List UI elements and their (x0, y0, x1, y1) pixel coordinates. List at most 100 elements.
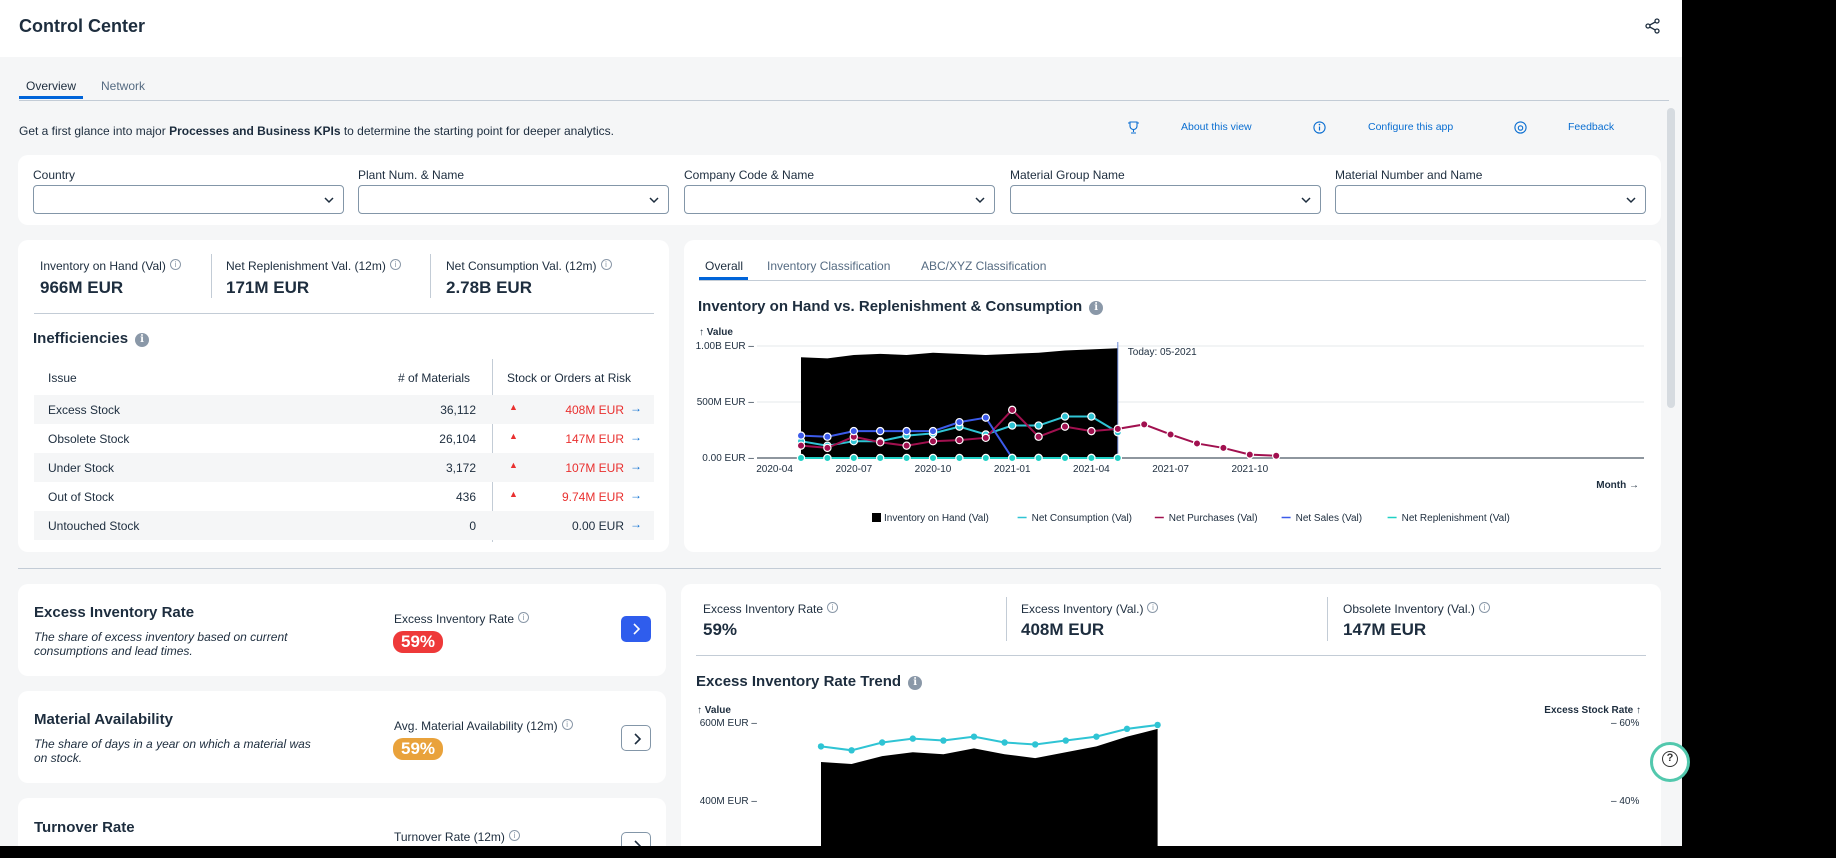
info-icon[interactable]: i (135, 333, 150, 347)
info-icon[interactable]: i (508, 830, 520, 841)
table-row[interactable]: Excess Stock 36,112 ▲ 408M EUR → (34, 395, 654, 424)
material-availability-nav-button[interactable] (621, 725, 651, 751)
arrow-right-icon[interactable]: → (630, 517, 642, 531)
info-icon[interactable]: i (827, 602, 839, 613)
kpi-label-text: Inventory on Hand (Val) (40, 259, 166, 273)
series-point (875, 453, 885, 463)
issue-cell: Untouched Stock (48, 519, 140, 533)
divider (1327, 597, 1328, 641)
alert-icon: ▲ (509, 460, 518, 470)
kpi-label: Net Replenishment Val. (12m) i (226, 259, 401, 273)
chevron-right-icon (634, 840, 642, 846)
kpi-label-text: Net Replenishment Val. (12m) (226, 259, 386, 273)
series-point (1154, 721, 1161, 729)
count-cell: 0 (469, 519, 476, 533)
y-tick-label: 500M EUR – (697, 397, 755, 408)
series-point (1008, 421, 1017, 430)
info-icon[interactable]: i (1478, 602, 1490, 613)
alert-icon: ▲ (509, 489, 518, 499)
x-tick-label: 2021-04 (1073, 464, 1110, 475)
count-cell: 36,112 (440, 403, 476, 417)
series-point (955, 417, 964, 427)
kpi-label: Obsolete Inventory (Val.) i (1343, 602, 1490, 616)
info-icon[interactable]: i (518, 612, 530, 623)
legend-label: Net Replenishment (Val) (1402, 513, 1510, 524)
series-point (1060, 422, 1070, 431)
table-row[interactable]: Untouched Stock 0 0.00 EUR → (34, 511, 654, 540)
y-tick-label: 400M EUR – (700, 796, 758, 807)
series-point (1034, 453, 1043, 463)
help-button[interactable]: ? (1650, 742, 1690, 782)
series-point (849, 426, 858, 436)
chevron-down-icon (649, 197, 659, 204)
about-link[interactable]: About this view (1181, 121, 1252, 133)
table-row[interactable]: Out of Stock 436 ▲ 9.74M EUR → (34, 482, 654, 511)
kpi-card-metric-label: Excess Inventory Rate i (394, 612, 530, 626)
series-point (1093, 733, 1100, 740)
plant-select[interactable] (358, 185, 669, 214)
y-tick-label: 1.00B EUR – (696, 341, 755, 352)
info-icon[interactable]: i (1089, 301, 1104, 315)
series-point (1060, 412, 1070, 421)
series-point (823, 432, 832, 441)
kpi-card-badge: 59% (393, 738, 444, 760)
kpi-value: 408M EUR (1021, 620, 1105, 639)
info-icon[interactable]: i (389, 259, 401, 270)
chart-tab-overall[interactable]: Overall (705, 259, 744, 273)
feedback-link[interactable]: Feedback (1568, 121, 1615, 133)
share-icon[interactable] (1644, 17, 1662, 35)
tab-overview[interactable]: Overview (18, 79, 84, 99)
arrow-right-icon[interactable]: → (630, 401, 642, 415)
material-number-select[interactable] (1335, 185, 1646, 214)
series-point (848, 747, 855, 754)
kpi-label-text: Excess Inventory Rate (703, 602, 824, 616)
series-point (879, 739, 886, 746)
arrow-right-icon[interactable]: → (630, 430, 642, 444)
info-icon[interactable]: i (1147, 602, 1159, 613)
kpi-value: 171M EUR (226, 278, 310, 297)
excess-inventory-nav-button[interactable] (621, 616, 651, 642)
col-risk: Stock or Orders at Risk (507, 371, 632, 385)
turnover-rate-nav-button[interactable] (621, 832, 651, 846)
info-icon[interactable]: i (908, 676, 923, 690)
intro-suffix: to determine the starting point for deep… (340, 124, 614, 138)
configure-link[interactable]: Configure this app (1368, 121, 1454, 133)
kpi-label-text: Turnover Rate (12m) (394, 830, 505, 844)
kpi-card-badge: 59% (393, 631, 444, 653)
series-point (1123, 725, 1131, 733)
arrow-right-icon[interactable]: → (630, 488, 642, 502)
info-icon[interactable]: i (600, 259, 612, 270)
country-select[interactable] (33, 185, 344, 214)
series-point (1062, 737, 1069, 744)
legend-label: Inventory on Hand (Val) (884, 513, 989, 524)
series-point (970, 733, 978, 740)
risk-cell: 107M EUR (565, 461, 624, 475)
area-excess-inventory (821, 728, 1158, 846)
material-group-select[interactable] (1010, 185, 1321, 214)
info-icon[interactable]: i (561, 719, 573, 730)
series-point (955, 435, 964, 445)
y2-tick-label: – 60% (1611, 718, 1639, 729)
company-select[interactable] (684, 185, 995, 214)
chevron-down-icon (975, 197, 985, 204)
intro-bold: Processes and Business KPIs (169, 124, 341, 138)
arrow-right-icon[interactable]: → (630, 459, 642, 473)
risk-cell: 9.74M EUR (561, 490, 624, 504)
kpi-card-excess-inventory[interactable] (18, 584, 666, 676)
info-icon[interactable]: i (169, 259, 181, 270)
table-row[interactable]: Under Stock 3,172 ▲ 107M EUR → (34, 453, 654, 482)
chart-tab-inventory-classification[interactable]: Inventory Classification (767, 259, 891, 273)
kpi-card-material-availability[interactable] (18, 691, 666, 783)
kpi-card-title: Turnover Rate (34, 819, 135, 836)
table-row[interactable]: Obsolete Stock 26,104 ▲ 147M EUR → (34, 424, 654, 453)
kpi-card-desc: The share of days in a year on which a m… (34, 737, 311, 765)
tab-network[interactable]: Network (101, 79, 146, 93)
kpi-card-turnover-rate[interactable] (18, 798, 666, 846)
chart-tab-abc-xyz[interactable]: ABC/XYZ Classification (921, 259, 1047, 273)
scrollbar[interactable] (1667, 108, 1675, 408)
series-point (981, 433, 990, 443)
kpi-label-text: Excess Inventory (Val.) (1021, 602, 1144, 616)
count-cell: 3,172 (445, 461, 476, 475)
section-title-text: Inefficiencies (33, 330, 129, 347)
series-point (981, 453, 990, 463)
